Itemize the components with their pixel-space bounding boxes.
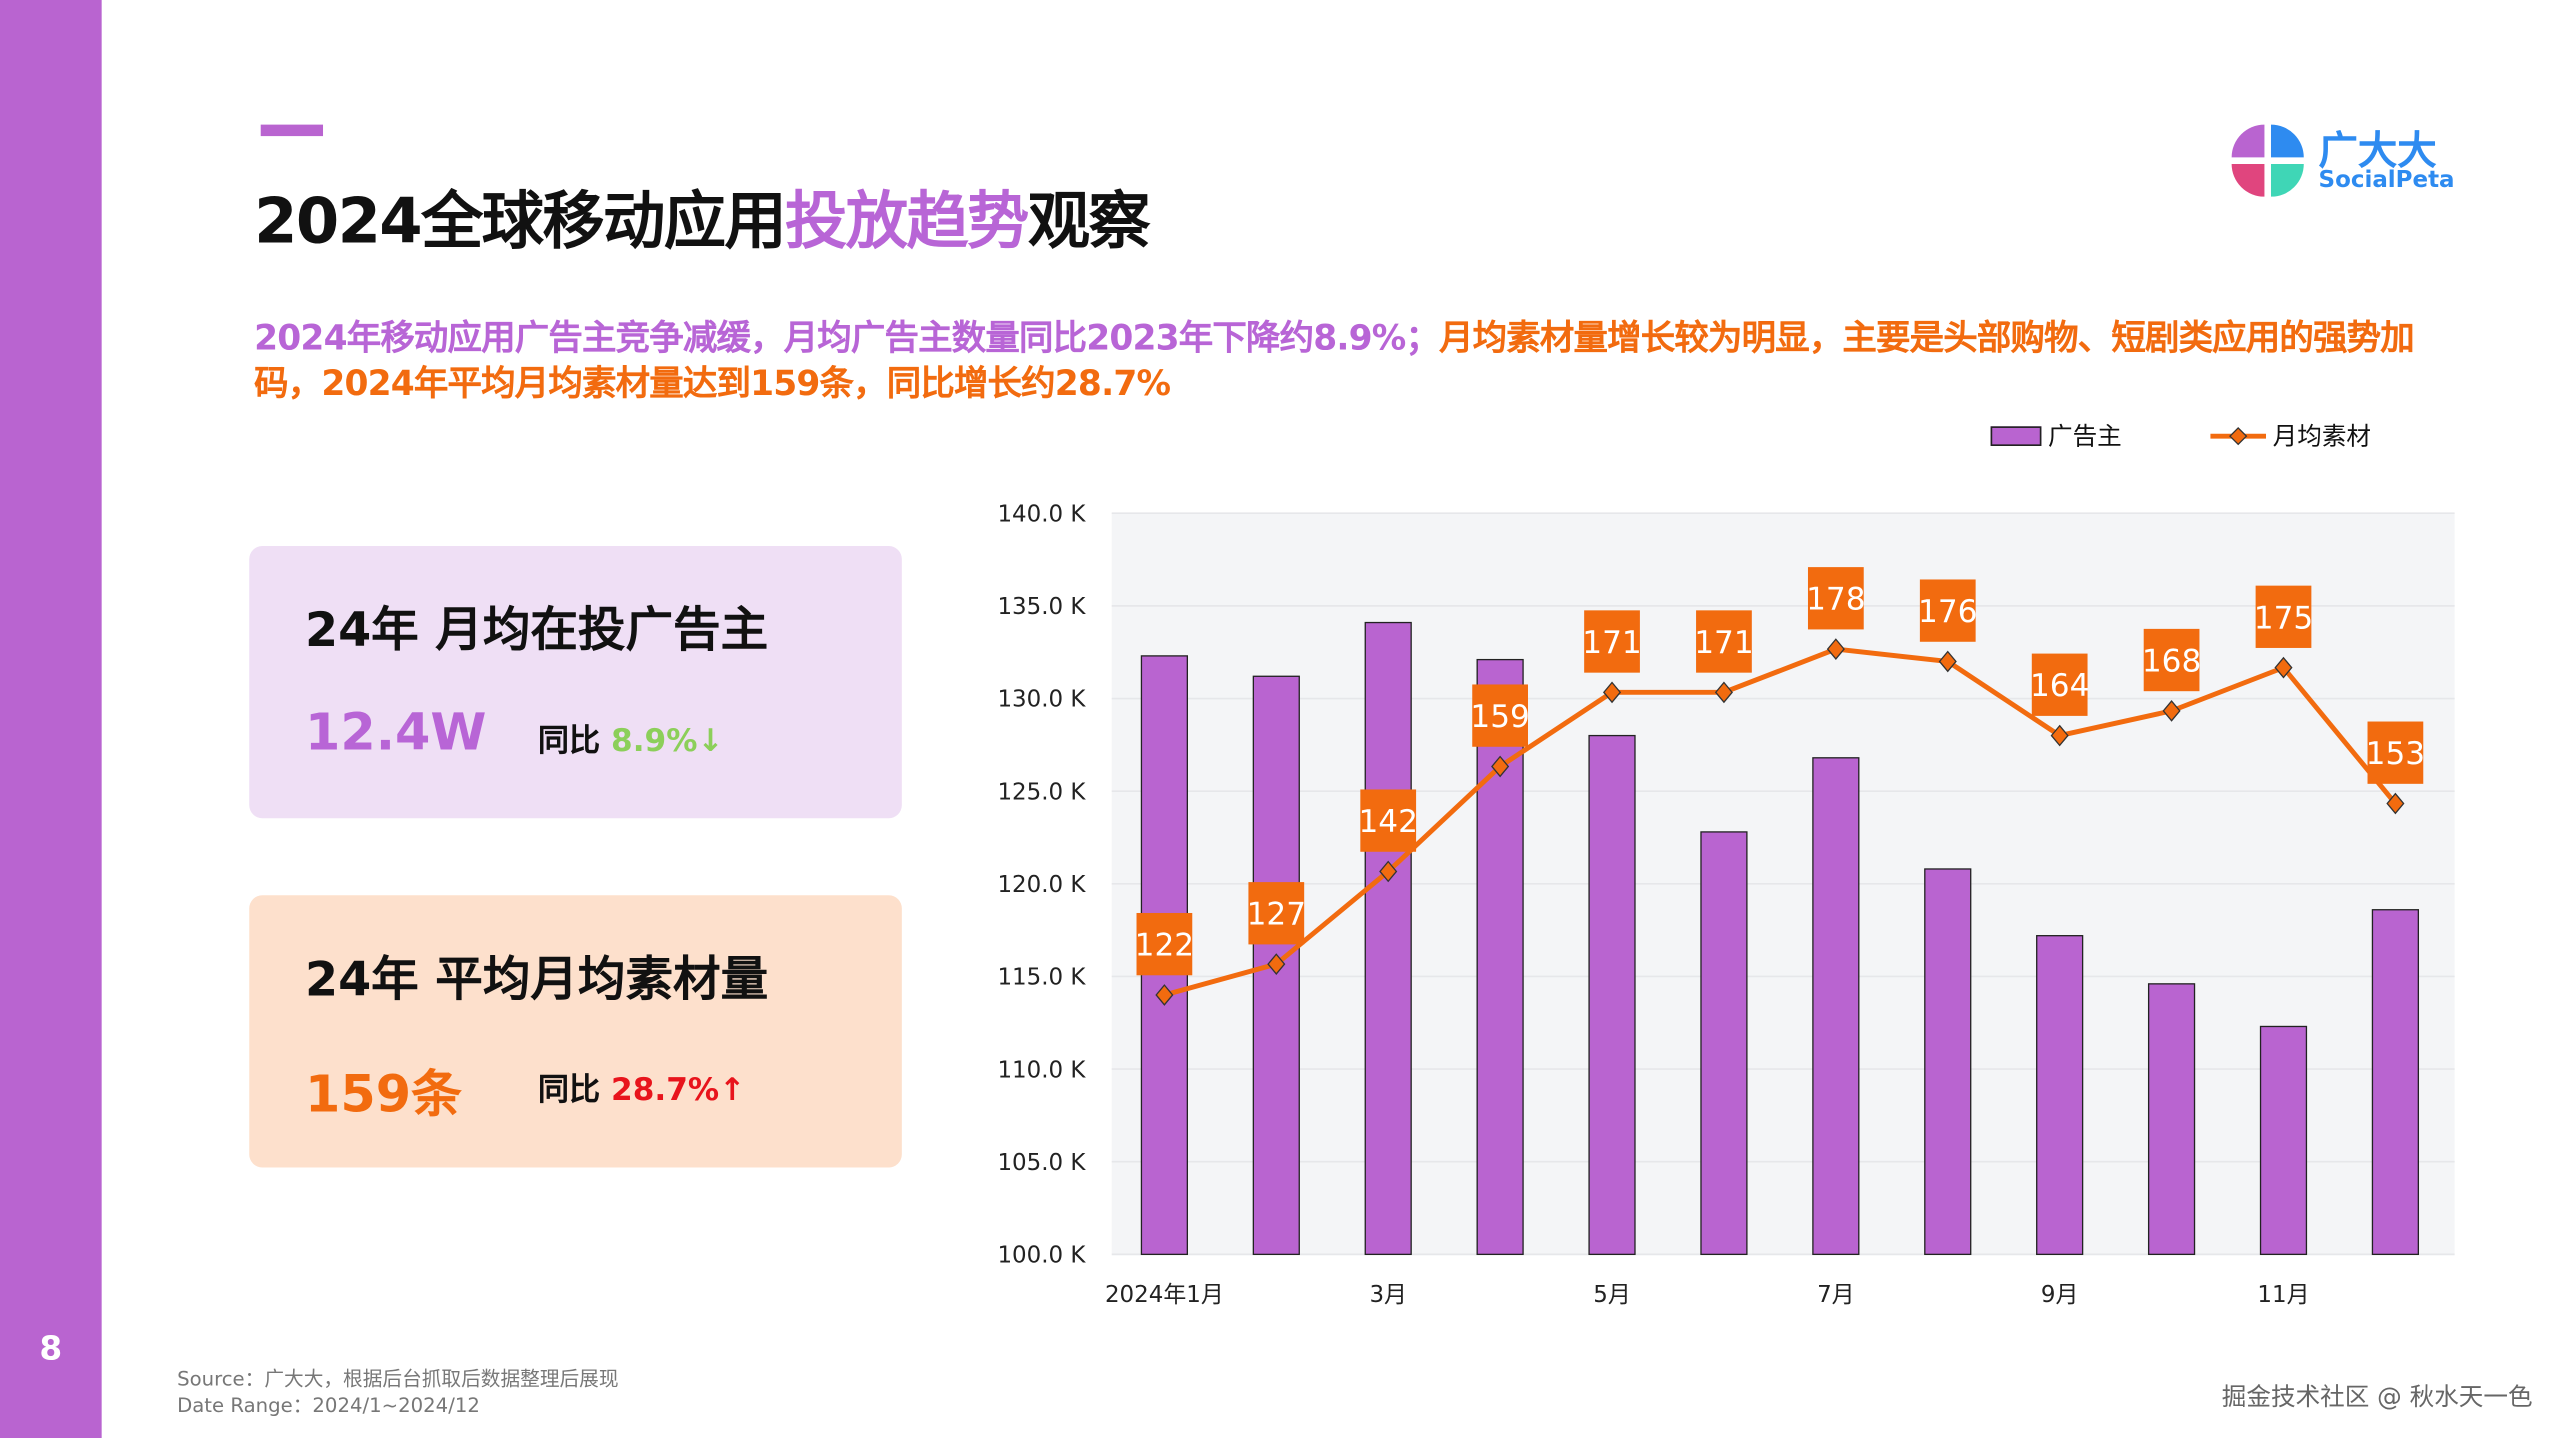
bar bbox=[1364, 621, 1412, 1256]
data-label: 178 bbox=[1806, 582, 1865, 618]
data-label: 127 bbox=[1247, 897, 1306, 933]
logo-icon bbox=[2231, 124, 2304, 197]
line-point bbox=[2386, 792, 2405, 815]
bar bbox=[2147, 983, 2196, 1256]
y-tick-label: 125.0 K bbox=[997, 779, 1086, 805]
data-label-box bbox=[1136, 912, 1193, 976]
data-label-box bbox=[1360, 789, 1417, 852]
summary-purple: 2024年移动应用广告主竞争减缓，月均广告主数量同比2023年下降约8.9%； bbox=[254, 318, 1440, 358]
data-label: 142 bbox=[1358, 804, 1417, 840]
x-tick-label: 2024年1月 bbox=[1105, 1282, 1224, 1308]
legend-line-swatch bbox=[2210, 426, 2267, 445]
legend-advertisers: 广告主 bbox=[1990, 418, 2122, 452]
card-title: 24年 平均月均素材量 bbox=[304, 951, 769, 1007]
legend-bar-swatch bbox=[1990, 425, 2042, 446]
bar bbox=[1700, 831, 1748, 1256]
bar bbox=[2371, 909, 2420, 1256]
line-point bbox=[1155, 984, 1174, 1006]
data-label: 168 bbox=[2142, 644, 2201, 680]
title-part2: 观察 bbox=[1027, 185, 1151, 258]
card-value: 159条 bbox=[304, 1065, 462, 1125]
date-range-text: Date Range：2024/1~2024/12 bbox=[177, 1393, 480, 1417]
x-tick-label: 7月 bbox=[1817, 1282, 1855, 1308]
legend-label: 广告主 bbox=[2047, 421, 2122, 451]
socialpeta-logo: 广大大 SocialPeta bbox=[2230, 121, 2460, 200]
page-title: 2024全球移动应用投放趋势观察 bbox=[254, 171, 1151, 261]
data-label: 175 bbox=[2254, 600, 2313, 636]
line-point bbox=[1714, 681, 1734, 704]
line-point bbox=[1267, 953, 1286, 975]
y-tick-label: 110.0 K bbox=[997, 1057, 1086, 1083]
data-label: 122 bbox=[1135, 928, 1194, 964]
line-point bbox=[2274, 656, 2293, 679]
y-tick-label: 140.0 K bbox=[997, 501, 1086, 527]
legend-label: 月均素材 bbox=[2272, 421, 2372, 451]
bar bbox=[1588, 734, 1636, 1256]
data-label-box bbox=[2367, 721, 2424, 784]
card-value: 12.4W bbox=[304, 703, 487, 763]
footer-source: Source：广大大，根据后台抓取后数据整理后展现 Date Range：202… bbox=[177, 1366, 618, 1418]
x-tick-label: 5月 bbox=[1593, 1282, 1631, 1308]
logo-text-en: SocialPeta bbox=[2318, 167, 2455, 194]
logo-text-cn: 广大大 bbox=[2318, 127, 2437, 174]
credit-watermark: 掘金技术社区 @ 秋水天一色 bbox=[2221, 1382, 2533, 1412]
y-tick-label: 100.0 K bbox=[997, 1243, 1086, 1269]
bar bbox=[1812, 757, 1860, 1256]
line-point bbox=[1491, 755, 1510, 778]
summary-orange: 月均素材量增长较为明显，主要是头部购物、短剧类应用的强势加码，2024年平均月均… bbox=[254, 318, 2415, 404]
data-label: 176 bbox=[1918, 594, 1977, 630]
line-series bbox=[1163, 646, 2398, 998]
x-tick-label: 3月 bbox=[1369, 1282, 1407, 1308]
data-label-box bbox=[2143, 628, 2200, 692]
title-highlight: 投放趋势 bbox=[785, 185, 1029, 258]
data-label-box bbox=[2031, 653, 2088, 716]
yoy-value: 8.9%↓ bbox=[611, 723, 724, 760]
data-label-box bbox=[1919, 579, 1976, 642]
card-title: 24年 月均在投广告主 bbox=[304, 601, 769, 658]
x-tick-label: 11月 bbox=[2257, 1282, 2309, 1308]
bar bbox=[2036, 935, 2084, 1256]
summary-text: 2024年移动应用广告主竞争减缓，月均广告主数量同比2023年下降约8.9%；月… bbox=[254, 315, 2451, 407]
line-point bbox=[2050, 724, 2069, 747]
line-point bbox=[1602, 681, 1622, 704]
card-yoy: 同比 8.9%↓ bbox=[538, 717, 724, 761]
legend-materials: 月均素材 bbox=[2210, 418, 2371, 452]
y-tick-label: 135.0 K bbox=[997, 594, 1086, 620]
data-label-box bbox=[1472, 684, 1528, 747]
x-tick-label: 9月 bbox=[2041, 1282, 2079, 1308]
page-number: 8 bbox=[39, 1328, 63, 1368]
yoy-value: 28.7%↑ bbox=[611, 1072, 746, 1109]
bar bbox=[1924, 868, 1972, 1256]
yoy-label: 同比 bbox=[537, 1072, 601, 1109]
data-label-box bbox=[2255, 585, 2312, 648]
y-tick-label: 115.0 K bbox=[997, 965, 1086, 991]
material-card: 24年 平均月均素材量 159条 同比 28.7%↑ bbox=[249, 895, 902, 1168]
title-accent-dash bbox=[260, 124, 324, 137]
line-point bbox=[2162, 700, 2181, 722]
source-text: Source：广大大，根据后台抓取后数据整理后展现 bbox=[177, 1367, 619, 1391]
card-yoy: 同比 28.7%↑ bbox=[538, 1066, 745, 1110]
data-label: 171 bbox=[1582, 625, 1641, 661]
data-label-box bbox=[1584, 610, 1640, 673]
line-point bbox=[1379, 860, 1398, 883]
data-label: 153 bbox=[2366, 736, 2425, 772]
data-label-box bbox=[1248, 882, 1305, 945]
y-tick-label: 105.0 K bbox=[997, 1150, 1086, 1176]
y-tick-label: 130.0 K bbox=[997, 687, 1086, 713]
yoy-label: 同比 bbox=[537, 723, 601, 760]
line-point bbox=[1826, 638, 1845, 660]
data-label: 171 bbox=[1694, 625, 1753, 661]
data-label-box bbox=[1696, 610, 1752, 673]
data-label: 159 bbox=[1470, 699, 1529, 735]
line-point bbox=[1938, 650, 1957, 673]
sidebar-accent bbox=[0, 0, 102, 1438]
bar bbox=[1476, 658, 1524, 1256]
advertiser-card: 24年 月均在投广告主 12.4W 同比 8.9%↓ bbox=[249, 546, 902, 819]
data-label: 164 bbox=[2030, 668, 2089, 704]
bar bbox=[2259, 1025, 2308, 1256]
y-tick-label: 120.0 K bbox=[997, 872, 1086, 898]
title-part1: 2024全球移动应用 bbox=[254, 185, 787, 258]
data-label-box bbox=[1807, 567, 1864, 630]
